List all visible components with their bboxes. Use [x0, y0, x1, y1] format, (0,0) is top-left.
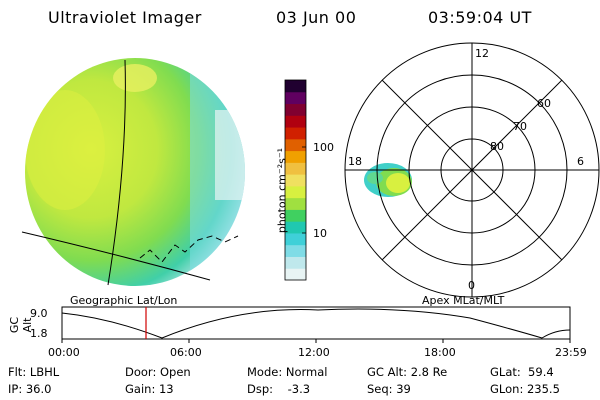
altitude-ytick-min: 1.8 [30, 327, 48, 340]
mode-info: Mode: Normal [247, 365, 328, 379]
colorbar-tick-100: 100 [313, 141, 334, 154]
xtick-1200: 12:00 [298, 346, 330, 359]
colorbar-cell [285, 138, 306, 152]
coastline-dashed [139, 235, 239, 263]
colorbar-cell [285, 185, 306, 199]
mlt-label-18: 18 [348, 155, 362, 168]
mlt-label-0: 0 [468, 279, 475, 292]
mlat-label-80: 80 [490, 140, 504, 153]
xtick-0000: 00:00 [48, 346, 80, 359]
uv-disk [25, 58, 245, 286]
ip-info: IP: 36.0 [8, 382, 52, 396]
mlat-label-70: 70 [513, 120, 527, 133]
geographic-label: Geographic Lat/Lon [70, 294, 178, 307]
glon-info: GLon: 235.5 [490, 382, 560, 396]
colorbar-cell [285, 197, 306, 210]
instrument-title: Ultraviolet Imager [48, 8, 202, 27]
seq-info: Seq: 39 [367, 382, 411, 396]
gc-alt-info: GC Alt: 2.8 Re [367, 365, 448, 379]
glat-info: GLat: 59.4 [490, 365, 554, 379]
latitude-line [21, 231, 211, 281]
date-label: 03 Jun 00 [276, 8, 357, 27]
colorbar-cell [285, 162, 306, 175]
apex-label: Apex MLat/MLT [422, 294, 505, 307]
filter-info: Flt: LBHL [8, 365, 60, 379]
colorbar-cell [285, 232, 306, 246]
colorbar-cell [285, 80, 306, 93]
mlt-label-6: 6 [577, 155, 584, 168]
altitude-ytick-max: 9.0 [30, 307, 48, 320]
colorbar-cell [285, 127, 306, 140]
colorbar-cell [285, 244, 306, 257]
colorbar-cell [285, 209, 306, 222]
colorbar-cell [285, 103, 306, 116]
mlat-label-60: 60 [537, 97, 551, 110]
auroral-oval [364, 163, 412, 197]
colorbar-cell [285, 221, 306, 234]
xtick-0600: 06:00 [170, 346, 202, 359]
colorbar-tick-10: 10 [313, 227, 327, 240]
colorbar-cell [285, 115, 306, 128]
gain-info: Gain: 13 [125, 382, 174, 396]
colorbar-cell [285, 174, 306, 187]
colorbar-cell [285, 256, 306, 269]
meridian-diag-2 [381, 79, 563, 261]
colorbar-cell [285, 268, 306, 281]
altitude-curve [61, 308, 571, 339]
colorbar-cell [285, 150, 306, 163]
door-info: Door: Open [125, 365, 191, 379]
dsp-info: Dsp: -3.3 [247, 382, 311, 396]
time-label: 03:59:04 UT [428, 8, 532, 27]
xtick-2359: 23:59 [555, 346, 587, 359]
xtick-1800: 18:00 [424, 346, 456, 359]
mlt-label-12: 12 [475, 47, 489, 60]
colorbar-cell [285, 91, 306, 105]
